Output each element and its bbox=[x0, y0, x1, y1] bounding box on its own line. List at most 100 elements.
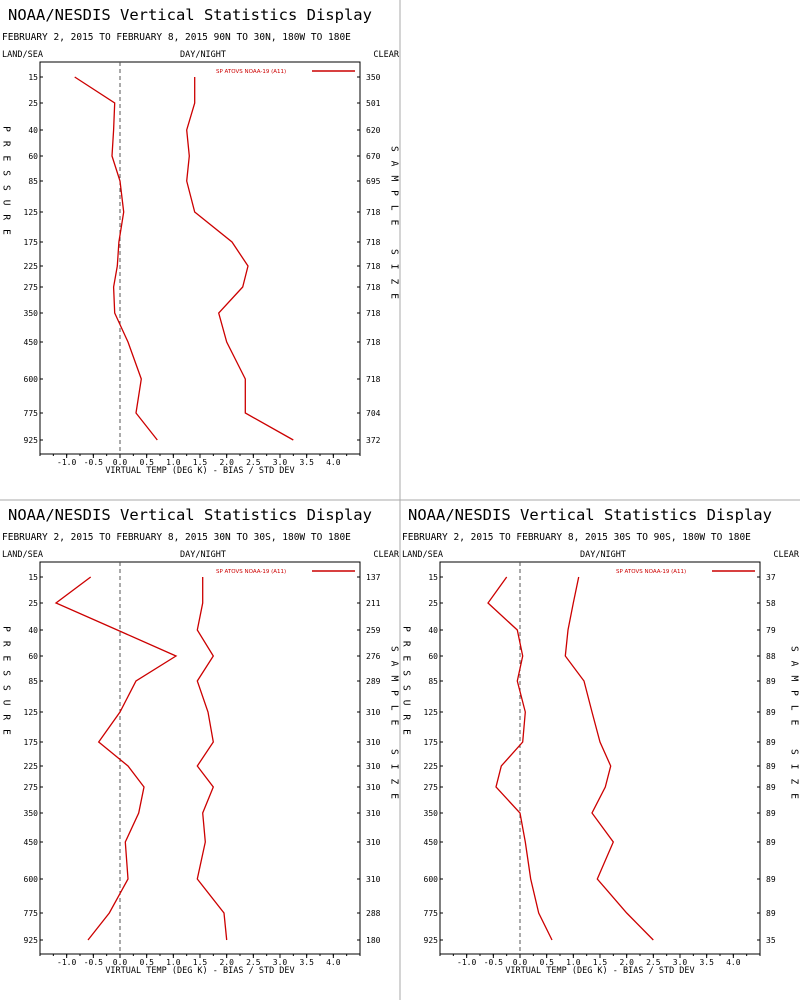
pressure-tick-label: 40 bbox=[28, 626, 38, 635]
x-tick-label: -0.5 bbox=[84, 458, 103, 467]
pressure-tick-label: 175 bbox=[24, 238, 39, 247]
x-tick-label: 3.0 bbox=[273, 458, 288, 467]
day-night-label: DAY/NIGHT bbox=[580, 550, 626, 560]
sample-size-axis-label: SAMPLE SIZE bbox=[389, 146, 400, 308]
sample-size-axis-label: SAMPLE SIZE bbox=[789, 646, 800, 808]
std-dev-line bbox=[564, 576, 654, 941]
sample-size-label: 310 bbox=[366, 783, 381, 792]
sample-size-label: 288 bbox=[366, 909, 381, 918]
pressure-tick-label: 775 bbox=[24, 409, 39, 418]
sample-size-label: 718 bbox=[366, 283, 381, 292]
sample-size-label: 37 bbox=[766, 573, 776, 582]
x-axis-label: VIRTUAL TEMP (DEG K) - BIAS / STD DEV bbox=[505, 966, 694, 976]
chart-title: NOAA/NESDIS Vertical Statistics Display bbox=[8, 6, 372, 24]
pressure-tick-label: 175 bbox=[424, 738, 439, 747]
pressure-tick-label: 275 bbox=[24, 783, 39, 792]
x-tick-label: 2.5 bbox=[646, 958, 661, 967]
sample-size-label: 620 bbox=[366, 126, 381, 135]
land-sea-label: LAND/SEA bbox=[2, 550, 43, 560]
land-sea-label: LAND/SEA bbox=[2, 50, 43, 60]
sample-size-label: 718 bbox=[366, 338, 381, 347]
sample-size-label: 372 bbox=[366, 436, 381, 445]
pressure-tick-label: 25 bbox=[28, 99, 38, 108]
pressure-tick-label: 600 bbox=[424, 875, 439, 884]
x-tick-label: 2.5 bbox=[246, 958, 261, 967]
pressure-tick-label: 225 bbox=[424, 762, 439, 771]
x-tick-label: 0.0 bbox=[513, 958, 528, 967]
sample-size-label: 350 bbox=[366, 73, 381, 82]
clear-label: CLEAR bbox=[373, 550, 399, 560]
pressure-tick-label: 225 bbox=[24, 262, 39, 271]
sample-size-label: 58 bbox=[766, 599, 776, 608]
sample-size-label: 89 bbox=[766, 762, 776, 771]
y-axis-label: PRESSURE bbox=[1, 126, 12, 244]
x-tick-label: 3.5 bbox=[299, 458, 314, 467]
chart-panel-2: NOAA/NESDIS Vertical Statistics Display F… bbox=[1, 506, 400, 976]
pressure-tick-label: 925 bbox=[24, 936, 39, 945]
pressure-tick-label: 15 bbox=[28, 573, 38, 582]
pressure-tick-label: 600 bbox=[24, 375, 39, 384]
x-tick-label: 3.0 bbox=[673, 958, 688, 967]
x-tick-label: 3.5 bbox=[299, 958, 314, 967]
x-tick-label: 0.5 bbox=[139, 958, 154, 967]
sample-size-label: 89 bbox=[766, 838, 776, 847]
x-tick-label: 1.0 bbox=[566, 958, 581, 967]
legend-label: SP ATOVS NOAA-19 (A11) bbox=[216, 569, 286, 575]
x-tick-label: -0.5 bbox=[484, 958, 503, 967]
sample-size-label: 718 bbox=[366, 238, 381, 247]
sample-size-label: 310 bbox=[366, 875, 381, 884]
std-dev-line bbox=[186, 77, 294, 441]
sample-size-label: 670 bbox=[366, 152, 381, 161]
x-tick-label: 1.5 bbox=[593, 958, 608, 967]
x-tick-label: 0.0 bbox=[113, 958, 128, 967]
clear-label: CLEAR bbox=[373, 50, 399, 60]
sample-size-label: 310 bbox=[366, 762, 381, 771]
pressure-tick-label: 275 bbox=[424, 783, 439, 792]
pressure-tick-label: 25 bbox=[428, 599, 438, 608]
pressure-tick-label: 275 bbox=[24, 283, 39, 292]
clear-label: CLEAR bbox=[773, 550, 799, 560]
pressure-tick-label: 125 bbox=[24, 708, 39, 717]
pressure-tick-label: 125 bbox=[24, 208, 39, 217]
x-tick-label: 0.5 bbox=[539, 958, 554, 967]
land-sea-label: LAND/SEA bbox=[402, 550, 443, 560]
chart-subtitle: FEBRUARY 2, 2015 TO FEBRUARY 8, 2015 30S… bbox=[402, 532, 751, 543]
x-tick-label: 4.0 bbox=[726, 958, 741, 967]
x-tick-label: 1.0 bbox=[166, 958, 181, 967]
sample-size-label: 718 bbox=[366, 208, 381, 217]
x-tick-label: 0.5 bbox=[139, 458, 154, 467]
sample-size-label: 718 bbox=[366, 309, 381, 318]
bias-line bbox=[54, 576, 178, 941]
sample-size-label: 289 bbox=[366, 677, 381, 686]
sample-size-label: 310 bbox=[366, 838, 381, 847]
pressure-tick-label: 775 bbox=[24, 909, 39, 918]
chart-title: NOAA/NESDIS Vertical Statistics Display bbox=[8, 506, 372, 524]
x-tick-label: 0.0 bbox=[113, 458, 128, 467]
sample-size-label: 89 bbox=[766, 677, 776, 686]
sample-size-label: 89 bbox=[766, 738, 776, 747]
x-tick-label: 4.0 bbox=[326, 958, 341, 967]
pressure-tick-label: 85 bbox=[28, 677, 38, 686]
pressure-tick-label: 60 bbox=[428, 652, 438, 661]
x-axis-label: VIRTUAL TEMP (DEG K) - BIAS / STD DEV bbox=[105, 466, 294, 476]
sample-size-label: 695 bbox=[366, 177, 381, 186]
pressure-tick-label: 925 bbox=[24, 436, 39, 445]
pressure-tick-label: 175 bbox=[24, 738, 39, 747]
pressure-tick-label: 450 bbox=[424, 838, 439, 847]
chart-panel-1: NOAA/NESDIS Vertical Statistics Display F… bbox=[1, 6, 400, 476]
pressure-tick-label: 60 bbox=[28, 152, 38, 161]
x-tick-label: 4.0 bbox=[326, 458, 341, 467]
sample-size-label: 137 bbox=[366, 573, 381, 582]
sample-size-axis-label: SAMPLE SIZE bbox=[389, 646, 400, 808]
day-night-label: DAY/NIGHT bbox=[180, 550, 226, 560]
sample-size-label: 211 bbox=[366, 599, 381, 608]
x-tick-label: 1.5 bbox=[193, 958, 208, 967]
x-tick-label: 2.5 bbox=[246, 458, 261, 467]
pressure-tick-label: 15 bbox=[28, 73, 38, 82]
pressure-tick-label: 225 bbox=[24, 762, 39, 771]
pressure-tick-label: 25 bbox=[28, 599, 38, 608]
pressure-tick-label: 350 bbox=[24, 809, 39, 818]
pressure-tick-label: 85 bbox=[28, 177, 38, 186]
y-axis-label: PRESSURE bbox=[401, 626, 412, 744]
